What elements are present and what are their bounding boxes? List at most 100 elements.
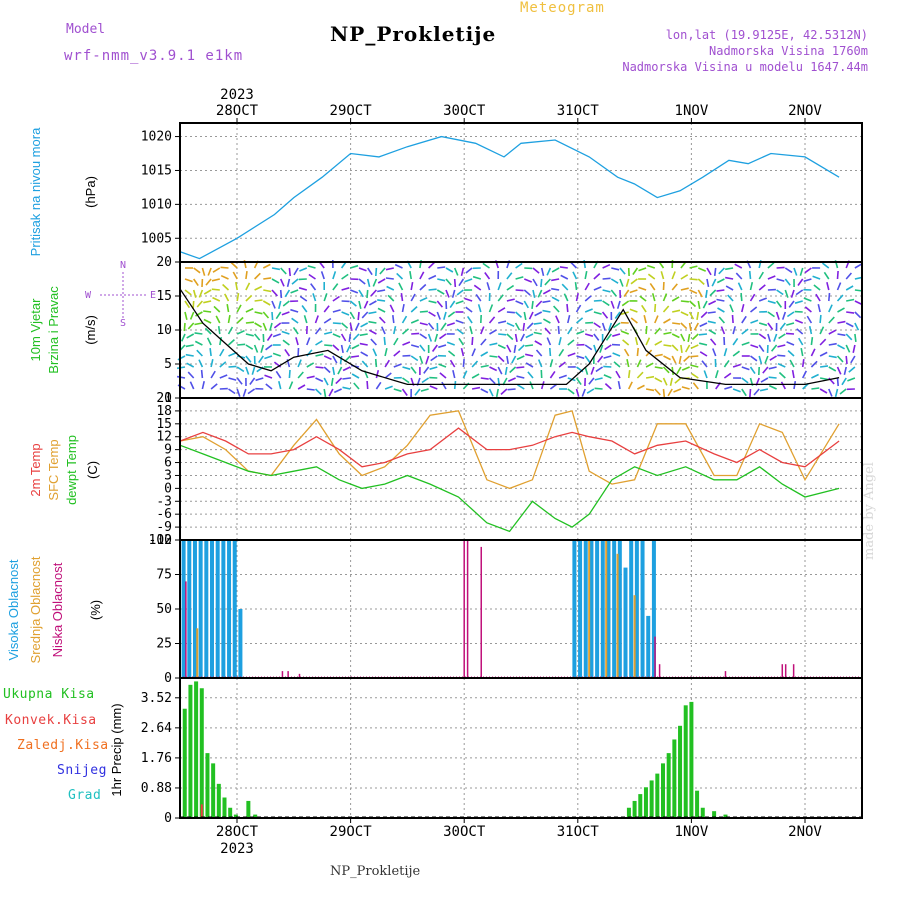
- wind-barb: [348, 333, 352, 343]
- wind-barb: [551, 287, 560, 291]
- wind-barb: [350, 289, 359, 294]
- wind-barb: [542, 289, 551, 295]
- wind-barb: [636, 359, 642, 368]
- wind-barb: [206, 337, 212, 346]
- wind-barb: [529, 381, 534, 390]
- wind-barb: [497, 282, 502, 291]
- wind-barb: [449, 359, 456, 368]
- wind-barb: [265, 344, 273, 351]
- footer-station: NP_Prokletije: [330, 864, 421, 879]
- wind-barb: [769, 355, 778, 361]
- wind-barb: [245, 321, 254, 324]
- wind-barb: [282, 339, 290, 346]
- wind-barb: [641, 304, 647, 313]
- wind-barb: [184, 300, 191, 309]
- wind-barb: [419, 333, 428, 340]
- total-precip-bar: [199, 688, 204, 818]
- wind-barb: [689, 278, 698, 281]
- wind-barb: [854, 333, 857, 343]
- wind-barb: [332, 309, 341, 313]
- total-precip-bar: [194, 681, 199, 818]
- wind-barb: [359, 342, 368, 346]
- wind-barb: [749, 366, 756, 375]
- wind-barb: [723, 348, 728, 357]
- wind-barb: [299, 267, 308, 272]
- wind-barb: [279, 289, 283, 299]
- wind-barb: [449, 300, 456, 309]
- wind-barb: [555, 315, 560, 324]
- wind-barb: [672, 322, 681, 325]
- wind-barb: [523, 278, 533, 283]
- wind-barb: [480, 377, 489, 380]
- wind-barb: [242, 388, 247, 397]
- wind-barb: [708, 329, 717, 335]
- wind-barb: [469, 326, 473, 335]
- wind-barb: [401, 303, 405, 313]
- wind-barb: [735, 272, 743, 280]
- wind-barb: [323, 366, 331, 374]
- wind-barb: [723, 359, 730, 368]
- wind-barb: [811, 373, 819, 379]
- wind-barb: [515, 262, 523, 269]
- low-cloud-bar: [281, 671, 284, 678]
- wind-barb: [436, 289, 445, 295]
- wind-barb: [425, 355, 430, 364]
- wind-barb: [342, 366, 351, 372]
- wind-barb: [516, 355, 525, 361]
- wind-barb: [629, 289, 638, 294]
- wind-barb: [203, 318, 212, 324]
- wind-barb: [222, 283, 230, 291]
- wind-barb: [245, 294, 253, 302]
- wind-barb: [663, 318, 671, 324]
- wind-barb: [264, 355, 273, 360]
- wind-barb: [323, 377, 329, 386]
- low-cloud-bar: [480, 546, 482, 678]
- wind-barb: [455, 319, 464, 324]
- wind-barb: [636, 347, 639, 357]
- x-tick-label-bottom: 2NOV: [788, 824, 822, 840]
- pressure-tick-label: 1010: [141, 197, 172, 212]
- wind-barb: [732, 363, 741, 368]
- wind-barb: [353, 382, 360, 390]
- wind-barb: [419, 322, 428, 326]
- wind-barb: [223, 293, 230, 302]
- wind-barb: [393, 363, 402, 368]
- wind-barb: [219, 361, 227, 368]
- wind-barb: [700, 311, 708, 319]
- wind-barb: [553, 305, 560, 313]
- wind-barb: [800, 347, 804, 357]
- wind-barb: [813, 284, 821, 291]
- wind-barb: [297, 371, 304, 379]
- wind-barb: [724, 385, 733, 390]
- wind-barb: [839, 388, 847, 395]
- wind-barb: [201, 267, 206, 276]
- wind-barb: [265, 383, 273, 390]
- wind-barb: [713, 267, 717, 277]
- precipitation-tick-label: 0: [164, 811, 172, 826]
- wind-barb: [615, 370, 621, 379]
- wind-barb: [471, 386, 481, 390]
- wind-barb: [271, 300, 276, 309]
- wind-barb: [340, 333, 347, 342]
- wind-barb: [741, 366, 750, 371]
- wind-barb: [749, 282, 754, 291]
- wind-barb: [702, 300, 708, 309]
- wind-barb: [843, 366, 847, 375]
- wind-barb: [273, 322, 282, 329]
- wind-barb: [201, 381, 205, 390]
- wind-barb: [797, 278, 804, 286]
- wind-barb: [385, 267, 394, 271]
- x-tick-label-bottom: 28OCT: [216, 824, 259, 840]
- wind-barb: [361, 360, 369, 368]
- wind-barb: [328, 388, 334, 397]
- high-cloud-bar: [583, 540, 588, 678]
- wind-barb: [511, 355, 517, 364]
- wind-barb: [627, 369, 631, 379]
- precipitation-tick-label: 1.76: [141, 751, 172, 766]
- wind-barb: [358, 278, 366, 285]
- wind-barb: [272, 352, 281, 357]
- wind-barb: [515, 289, 524, 292]
- wind-barb: [551, 296, 560, 302]
- wind-barb: [489, 342, 498, 346]
- low-cloud-axis-title: Niska Oblacnost: [50, 562, 65, 657]
